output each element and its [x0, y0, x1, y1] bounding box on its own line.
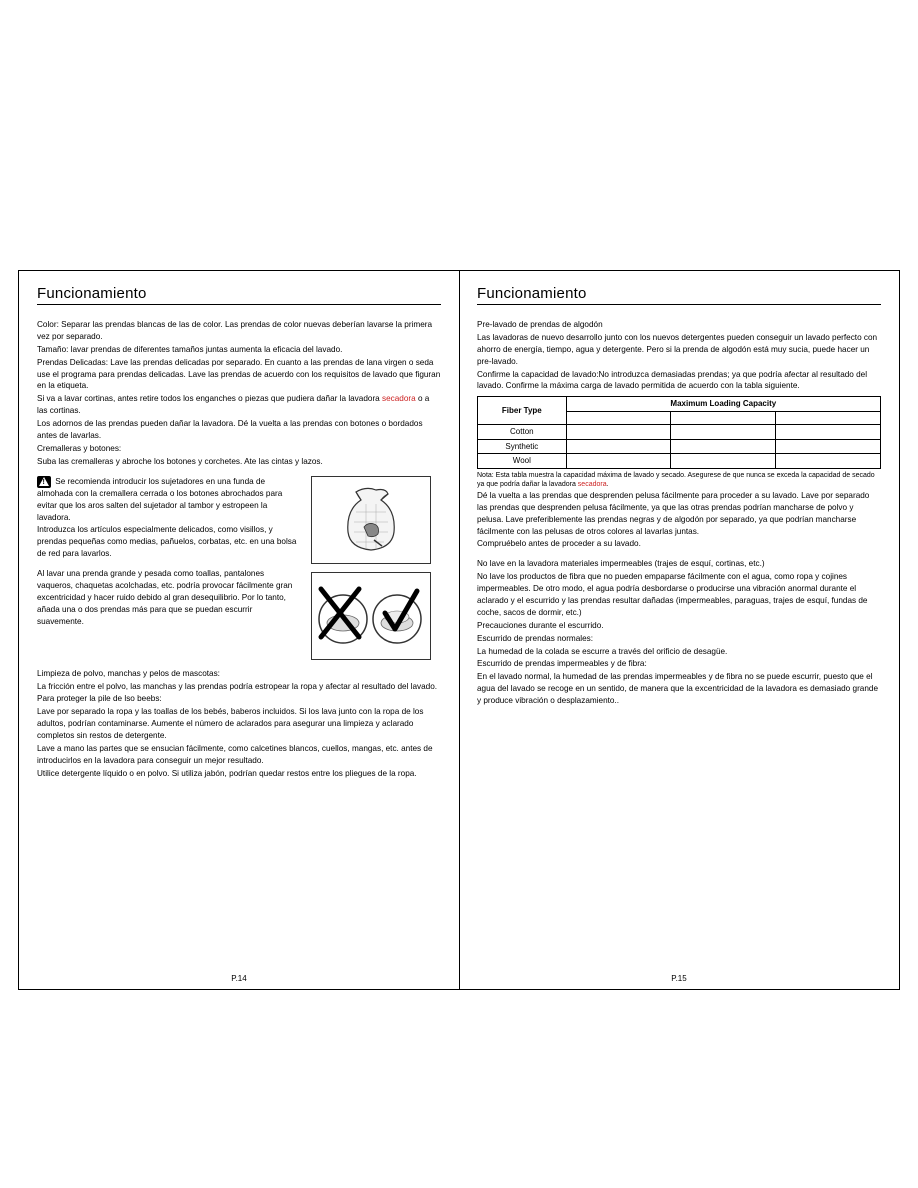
td	[566, 439, 671, 454]
para: Cremalleras y botones:	[37, 443, 441, 455]
th-capacity: Maximum Loading Capacity	[566, 397, 880, 412]
para: Pre-lavado de prendas de algodón	[477, 319, 881, 331]
para: No lave en la lavadora materiales imperm…	[477, 558, 881, 570]
table-row: Wool	[478, 454, 881, 469]
para: Escurrido de prendas normales:	[477, 633, 881, 645]
title-rule	[477, 304, 881, 305]
table-row: Synthetic	[478, 439, 881, 454]
illustration-col	[311, 476, 441, 668]
xv-illustration	[311, 572, 431, 660]
para: Escurrido de prendas impermeables y de f…	[477, 658, 881, 670]
para: Precauciones durante el escurrido.	[477, 620, 881, 632]
para: La humedad de la colada se escurre a tra…	[477, 646, 881, 658]
td	[671, 424, 776, 439]
red-text: secadora	[578, 481, 607, 488]
body-text: Pre-lavado de prendas de algodón Las lav…	[477, 319, 881, 707]
td	[776, 411, 881, 424]
page-title: Funcionamiento	[37, 285, 441, 302]
para: Si va a lavar cortinas, antes retire tod…	[37, 393, 441, 417]
warning-row: Se recomienda introducir los sujetadores…	[37, 476, 441, 668]
para: Prendas Delicadas: Lave las prendas deli…	[37, 357, 441, 393]
page-title: Funcionamiento	[477, 285, 881, 302]
table-row: Cotton	[478, 424, 881, 439]
para: Lave por separado la ropa y las toallas …	[37, 706, 441, 742]
table-row: Fiber Type Maximum Loading Capacity	[478, 397, 881, 412]
para: Color: Separar las prendas blancas de la…	[37, 319, 441, 343]
body-text: Color: Separar las prendas blancas de la…	[37, 319, 441, 780]
td	[776, 454, 881, 469]
para: Tamaño: lavar prendas de diferentes tama…	[37, 344, 441, 356]
td-label: Cotton	[478, 424, 567, 439]
warning-icon	[37, 476, 51, 488]
para: Las lavadoras de nuevo desarrollo junto …	[477, 332, 881, 368]
para: Utilice detergente líquido o en polvo. S…	[37, 768, 441, 780]
para: Al lavar una prenda grande y pesada como…	[37, 568, 299, 627]
bag-illustration	[311, 476, 431, 564]
right-page: Funcionamiento Pre-lavado de prendas de …	[459, 271, 899, 989]
table-note: Nota: Esta tabla muestra la capacidad má…	[477, 471, 881, 489]
td-label: Synthetic	[478, 439, 567, 454]
warning-para: Se recomienda introducir los sujetadores…	[37, 476, 299, 524]
para: Compruébelo antes de proceder a su lavad…	[477, 538, 881, 550]
para: Dé la vuelta a las prendas que desprende…	[477, 490, 881, 538]
page-number: P.15	[459, 974, 899, 983]
td	[776, 424, 881, 439]
td-label: Wool	[478, 454, 567, 469]
warning-para: Introduzca los artículos especialmente d…	[37, 524, 299, 560]
red-text: secadora	[382, 394, 416, 403]
page-spread: Funcionamiento Color: Separar las prenda…	[18, 270, 900, 990]
td	[566, 411, 671, 424]
para: Para proteger la pile de lso beebs:	[37, 693, 441, 705]
capacity-table: Fiber Type Maximum Loading Capacity Cott…	[477, 396, 881, 468]
th-fiber: Fiber Type	[478, 397, 567, 425]
left-page: Funcionamiento Color: Separar las prenda…	[19, 271, 459, 989]
para: En el lavado normal, la humedad de las p…	[477, 671, 881, 707]
para: Confirme la capacidad de lavado:No intro…	[477, 369, 881, 393]
td	[566, 454, 671, 469]
warning-text-col: Se recomienda introducir los sujetadores…	[37, 476, 299, 668]
td	[776, 439, 881, 454]
para: Lave a mano las partes que se ensucian f…	[37, 743, 441, 767]
page-number: P.14	[19, 974, 459, 983]
para: La fricción entre el polvo, las manchas …	[37, 681, 441, 693]
para: Suba las cremalleras y abroche los boton…	[37, 456, 441, 468]
title-rule	[37, 304, 441, 305]
para: Limpieza de polvo, manchas y pelos de ma…	[37, 668, 441, 680]
td	[671, 411, 776, 424]
td	[671, 439, 776, 454]
para: No lave los productos de fibra que no pu…	[477, 571, 881, 619]
para: Los adornos de las prendas pueden dañar …	[37, 418, 441, 442]
td	[671, 454, 776, 469]
td	[566, 424, 671, 439]
